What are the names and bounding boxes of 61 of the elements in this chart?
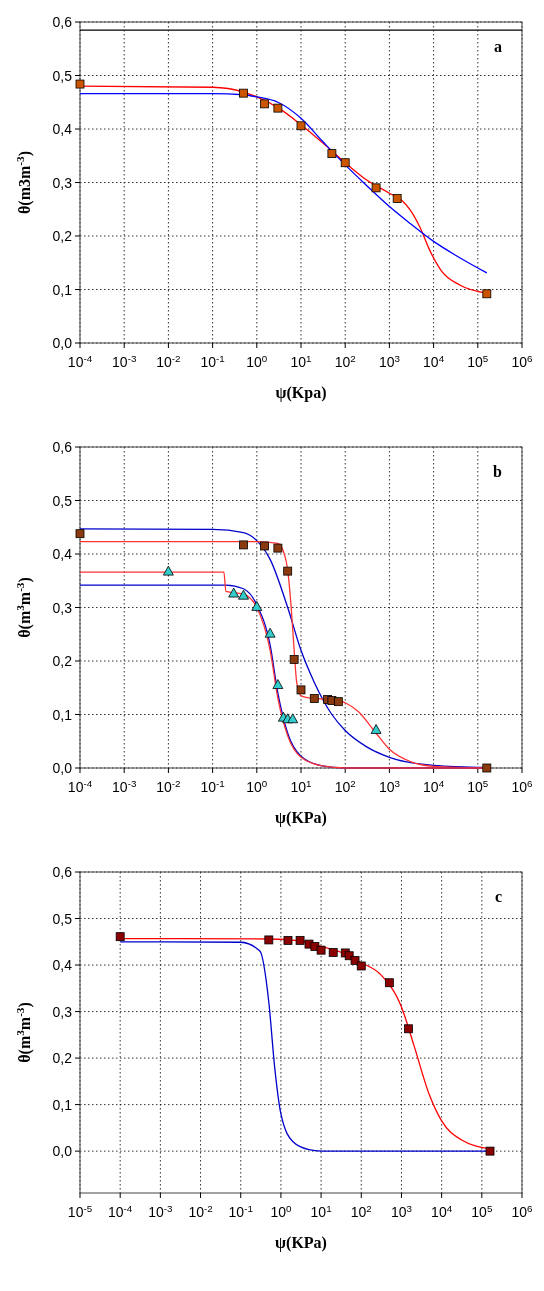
y-tick-label: 0,6 [52,14,73,30]
x-tick-label: 10$^{-1}$ [200,352,225,370]
x-tick-label: 10$^{4}$ [423,777,445,795]
x-tick-label: 10$^{2}$ [334,352,356,370]
x-tick-label: 10$^{-3}$ [112,777,137,795]
y-tick-label: 0,2 [52,228,73,244]
y-tick-label: 0,4 [52,957,73,974]
x-tick-label: 10$^{1}$ [290,352,312,370]
y-tick-label: 0,0 [52,760,73,776]
x-tick-label: 10$^{3}$ [378,352,401,370]
y-tick-label: 0,3 [52,174,73,191]
annotation: c [494,888,502,905]
y-tick-label: 0,0 [52,1143,73,1160]
x-tick-label: 10$^{1}$ [290,777,312,795]
x-tick-label: 10$^{-4}$ [108,1202,133,1220]
y-tick-label: 0,4 [52,546,73,562]
y-tick-label: 0,6 [52,864,73,880]
x-tick-label: 10$^{5}$ [467,777,489,795]
annotation: b [493,463,503,480]
x-axis-title: ψ(Kpa) [275,384,327,402]
x-tick-label: 10$^{0}$ [246,352,268,370]
x-tick-label: 10$^{1}$ [310,1202,332,1220]
x-tick-label: 10$^{0}$ [270,1202,292,1220]
x-tick-label: 10$^{-1}$ [228,1202,253,1220]
annotation: a [494,38,502,55]
x-tick-label: 10$^{5}$ [471,1202,493,1220]
x-tick-label: 10$^{-2}$ [188,1202,213,1220]
y-tick-label: 0,3 [52,1003,73,1020]
x-axis-title: ψ(KPa) [275,809,327,827]
y-tick-label: 0,1 [52,706,73,723]
x-tick-label: 10$^{-3}$ [148,1202,174,1220]
x-tick-label: 10$^{6}$ [511,1202,534,1220]
y-tick-label: 0,2 [52,1050,73,1067]
x-tick-label: 10$^{4}$ [431,1202,453,1220]
y-tick-label: 0,0 [52,335,73,351]
x-tick-label: 10$^{-1}$ [200,777,225,795]
x-axis-title: ψ(KPa) [275,1234,327,1252]
x-tick-label: 10$^{0}$ [246,777,268,795]
y-tick-label: 0,5 [52,492,73,509]
x-tick-label: 10$^{5}$ [467,352,489,370]
x-tick-label: 10$^{6}$ [511,777,534,795]
x-tick-label: 10$^{-2}$ [156,777,181,795]
x-tick-label: 10$^{-4}$ [67,777,93,795]
x-tick-label: 10$^{3}$ [378,777,401,795]
x-tick-label: 10$^{3}$ [390,1202,413,1220]
x-tick-label: 10$^{-5}$ [67,1202,93,1220]
x-tick-label: 10$^{6}$ [511,352,534,370]
y-tick-label: 0,5 [52,67,73,84]
x-tick-label: 10$^{4}$ [423,352,445,370]
x-tick-label: 10$^{-2}$ [156,352,181,370]
y-tick-label: 0,3 [52,599,73,616]
y-tick-label: 0,4 [52,121,73,137]
x-tick-label: 10$^{-4}$ [67,352,93,370]
y-tick-label: 0,6 [52,439,73,455]
x-tick-label: 10$^{2}$ [350,1202,372,1220]
y-tick-label: 0,1 [52,1096,73,1113]
x-tick-label: 10$^{-3}$ [112,352,137,370]
x-tick-label: 10$^{2}$ [334,777,356,795]
y-tick-label: 0,5 [52,910,73,927]
y-tick-label: 0,2 [52,653,73,669]
y-tick-label: 0,1 [52,281,73,298]
